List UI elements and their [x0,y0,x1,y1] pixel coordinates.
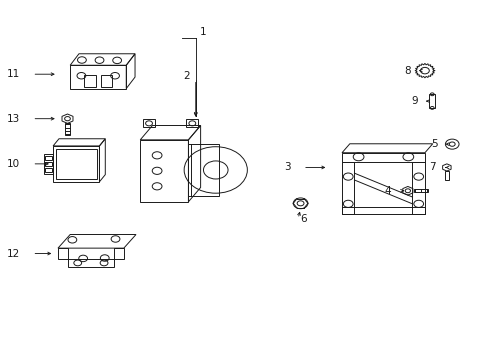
Text: 12: 12 [7,248,20,258]
Bar [53,146,99,182]
Text: 10: 10 [7,159,20,169]
Bar [45,162,52,166]
Bar [45,168,52,172]
Bar [45,156,52,160]
Bar [140,140,188,202]
Text: 2: 2 [183,71,189,81]
Text: 4: 4 [384,186,390,196]
Bar [84,75,96,87]
Text: 7: 7 [428,162,435,172]
Bar [101,75,112,87]
Text: 11: 11 [7,69,20,79]
Bar [191,144,219,196]
Bar [185,120,198,127]
Bar [65,123,70,135]
Text: 6: 6 [300,214,306,224]
Bar [413,189,427,192]
Bar [428,94,434,108]
Text: 13: 13 [7,114,20,124]
Text: 5: 5 [430,139,437,149]
Bar [142,120,155,127]
Bar [56,149,96,179]
Text: 8: 8 [404,66,410,76]
Text: 9: 9 [410,96,417,106]
Text: 1: 1 [199,27,206,37]
Bar [444,171,448,180]
Text: 3: 3 [284,162,290,172]
